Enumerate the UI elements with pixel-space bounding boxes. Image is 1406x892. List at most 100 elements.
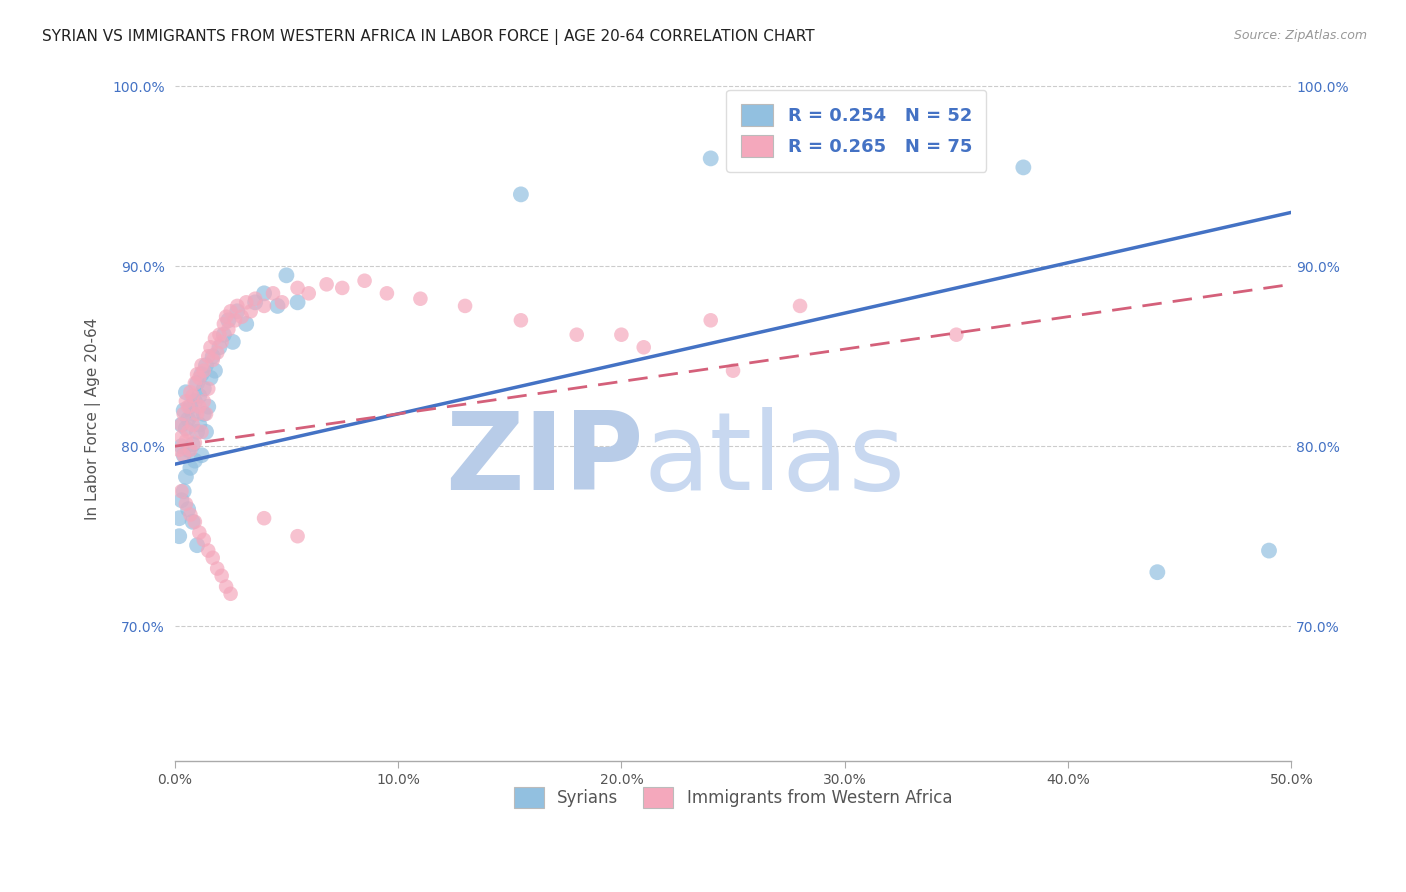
Point (188, 525, 211, 540)
Point (181, 437, 204, 451)
Point (610, 327, 633, 342)
Point (219, 587, 242, 601)
Point (190, 448, 212, 462)
Point (287, 295, 309, 310)
Point (181, 515, 204, 529)
Point (177, 502, 200, 516)
Point (184, 394, 207, 409)
Point (287, 281, 309, 295)
Point (222, 334, 245, 349)
Point (945, 327, 967, 342)
Point (170, 484, 193, 499)
Point (186, 425, 208, 439)
Point (211, 568, 233, 582)
Point (173, 484, 195, 499)
Point (179, 508, 201, 522)
Point (1258, 543, 1281, 558)
Point (253, 299, 276, 313)
Point (217, 313, 239, 327)
Point (195, 425, 218, 439)
Point (181, 389, 204, 403)
Point (215, 310, 238, 324)
Point (298, 286, 321, 301)
Point (195, 407, 218, 421)
Point (179, 385, 201, 400)
Point (174, 434, 197, 448)
Point (167, 442, 190, 457)
Point (184, 515, 207, 529)
Point (212, 327, 235, 342)
Point (179, 442, 201, 457)
Point (186, 407, 208, 421)
Point (200, 340, 222, 354)
Point (197, 382, 219, 396)
Point (193, 364, 215, 378)
Point (1146, 565, 1168, 579)
Point (226, 299, 249, 313)
Point (226, 304, 249, 318)
Point (177, 412, 200, 426)
Point (190, 359, 212, 373)
Point (170, 417, 193, 432)
Point (186, 376, 208, 391)
Point (197, 400, 219, 414)
Point (188, 389, 211, 403)
Point (170, 493, 193, 508)
Point (208, 327, 231, 342)
Point (193, 394, 215, 409)
Point (184, 376, 207, 391)
Point (188, 371, 211, 385)
Point (170, 430, 193, 444)
Point (193, 407, 215, 421)
Point (699, 152, 721, 166)
Point (173, 448, 195, 462)
Point (197, 543, 219, 558)
Point (174, 385, 197, 400)
Point (193, 533, 215, 547)
Point (177, 400, 200, 414)
Point (231, 310, 253, 324)
Point (173, 403, 195, 417)
Point (186, 538, 208, 552)
Point (181, 417, 204, 432)
Point (177, 425, 200, 439)
Text: ZIP: ZIP (446, 408, 644, 513)
Point (173, 407, 195, 421)
Point (174, 497, 197, 511)
Point (211, 334, 233, 349)
Y-axis label: In Labor Force | Age 20-64: In Labor Force | Age 20-64 (86, 318, 101, 520)
Point (208, 340, 231, 354)
Point (212, 317, 235, 331)
Point (201, 352, 224, 367)
Point (253, 511, 276, 525)
Point (253, 286, 276, 301)
Point (266, 299, 288, 313)
Point (184, 453, 207, 467)
Point (201, 349, 224, 363)
Point (204, 331, 226, 345)
Point (219, 304, 242, 318)
Point (177, 442, 200, 457)
Point (239, 304, 262, 318)
Point (789, 299, 811, 313)
Point (167, 511, 190, 525)
Point (353, 274, 375, 288)
Point (186, 368, 208, 382)
Point (170, 417, 193, 432)
Point (197, 349, 219, 363)
Point (287, 529, 309, 543)
Point (195, 359, 218, 373)
Point (201, 550, 224, 565)
Point (179, 460, 201, 475)
Point (167, 529, 190, 543)
Point (188, 400, 211, 414)
Point (509, 187, 531, 202)
Point (193, 382, 215, 396)
Point (409, 292, 432, 306)
Point (243, 292, 266, 306)
Point (1012, 161, 1035, 175)
Point (179, 400, 201, 414)
Point (565, 327, 588, 342)
Point (188, 417, 211, 432)
Legend: Syrians, Immigrants from Western Africa: Syrians, Immigrants from Western Africa (508, 780, 959, 814)
